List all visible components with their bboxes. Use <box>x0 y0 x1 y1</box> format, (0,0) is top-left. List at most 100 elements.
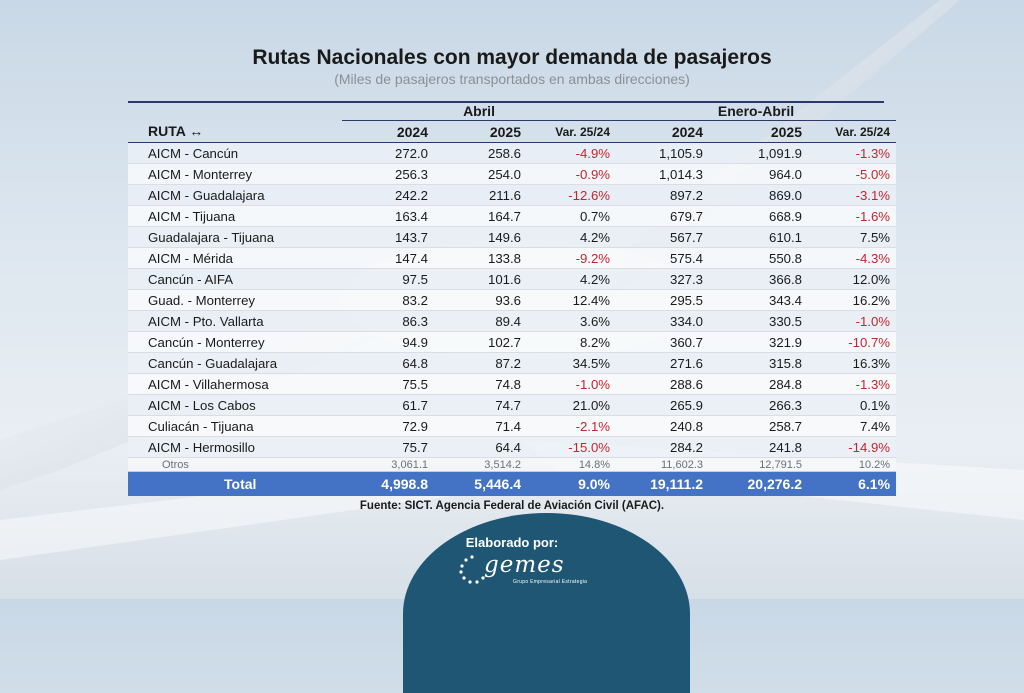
cell-ruta: Cancún - AIFA <box>128 268 342 290</box>
page-title: Rutas Nacionales con mayor demanda de pa… <box>252 46 772 69</box>
col-enero-abril-var: Var. 25/24 <box>808 120 897 143</box>
cell-enero-abril-2024: 360.7 <box>616 331 710 353</box>
cell-abril-2025: 64.4 <box>434 436 527 458</box>
col-enero-abril-2025: 2025 <box>709 120 809 143</box>
routes-table: Abril Enero-Abril RUTA ↔ 2024 2025 Var. … <box>128 101 897 496</box>
group-enero-abril: Enero-Abril <box>616 101 897 121</box>
cell-enero-abril-2025: 20,276.2 <box>709 471 809 496</box>
table-body: AICM - Cancún 272.0 258.6 -4.9% 1,105.9 1,091… <box>128 142 897 496</box>
cell-enero-abril-var: -1.3% <box>808 373 897 395</box>
cell-abril-2025: 74.8 <box>434 373 527 395</box>
cell-abril-2025: 133.8 <box>434 247 527 269</box>
cell-enero-abril-var: -5.0% <box>808 163 897 185</box>
cell-ruta: Cancún - Monterrey <box>128 331 342 353</box>
cell-enero-abril-var: -1.0% <box>808 310 897 332</box>
cell-abril-2025: 5,446.4 <box>434 471 527 496</box>
cell-abril-2024: 75.7 <box>342 436 434 458</box>
cell-abril-var: -2.1% <box>527 415 617 437</box>
table-row: Cancún - Monterrey 94.9 102.7 8.2% 360.7 321.… <box>128 331 897 353</box>
cell-enero-abril-var: -10.7% <box>808 331 897 353</box>
cell-enero-abril-2024: 284.2 <box>616 436 710 458</box>
cell-enero-abril-2025: 964.0 <box>709 163 809 185</box>
cell-enero-abril-2024: 288.6 <box>616 373 710 395</box>
cell-enero-abril-2025: 610.1 <box>709 226 809 248</box>
cell-enero-abril-2025: 12,791.5 <box>709 457 809 472</box>
cell-abril-var: 14.8% <box>527 457 617 472</box>
cell-abril-var: 21.0% <box>527 394 617 416</box>
cell-abril-2025: 102.7 <box>434 331 527 353</box>
cell-ruta: Guad. - Monterrey <box>128 289 342 311</box>
col-abril-2024: 2024 <box>342 120 434 143</box>
table-row: AICM - Pto. Vallarta 86.3 89.4 3.6% 334.0 330… <box>128 310 897 332</box>
logo-tagline: Grupo Empresarial Estrategia <box>513 579 588 585</box>
cell-abril-2024: 83.2 <box>342 289 434 311</box>
cell-enero-abril-2025: 315.8 <box>709 352 809 374</box>
cell-ruta: Otros <box>128 457 342 472</box>
cell-abril-2025: 89.4 <box>434 310 527 332</box>
cell-ruta: AICM - Cancún <box>128 142 342 164</box>
table-row: AICM - Tijuana 163.4 164.7 0.7% 679.7 668.9 -1… <box>128 205 897 227</box>
cell-abril-var: 4.2% <box>527 226 617 248</box>
cell-abril-2025: 74.7 <box>434 394 527 416</box>
cell-abril-var: 3.6% <box>527 310 617 332</box>
cell-ruta: AICM - Villahermosa <box>128 373 342 395</box>
group-header-row: Abril Enero-Abril <box>128 101 897 121</box>
cell-abril-var: 8.2% <box>527 331 617 353</box>
cell-enero-abril-2024: 295.5 <box>616 289 710 311</box>
cell-enero-abril-2025: 330.5 <box>709 310 809 332</box>
cell-enero-abril-2025: 343.4 <box>709 289 809 311</box>
cell-ruta: AICM - Pto. Vallarta <box>128 310 342 332</box>
cell-enero-abril-var: 16.2% <box>808 289 897 311</box>
table-row: AICM - Monterrey 256.3 254.0 -0.9% 1,014.3 96… <box>128 163 897 185</box>
cell-abril-var: -9.2% <box>527 247 617 269</box>
cell-abril-var: -4.9% <box>527 142 617 164</box>
cell-abril-var: 4.2% <box>527 268 617 290</box>
cell-ruta: Total <box>128 471 342 496</box>
cell-abril-2024: 61.7 <box>342 394 434 416</box>
cell-enero-abril-2024: 679.7 <box>616 205 710 227</box>
cell-abril-2025: 3,514.2 <box>434 457 527 472</box>
cell-abril-var: -1.0% <box>527 373 617 395</box>
cell-abril-var: -12.6% <box>527 184 617 206</box>
table-row: Cancún - AIFA 97.5 101.6 4.2% 327.3 366.8 12.0… <box>128 268 897 290</box>
cell-enero-abril-2024: 897.2 <box>616 184 710 206</box>
cell-abril-var: 9.0% <box>527 471 617 496</box>
cell-enero-abril-var: 7.5% <box>808 226 897 248</box>
page-subtitle: (Miles de pasajeros transportados en amb… <box>334 71 690 87</box>
cell-abril-2025: 149.6 <box>434 226 527 248</box>
cell-abril-2025: 93.6 <box>434 289 527 311</box>
cell-ruta: AICM - Tijuana <box>128 205 342 227</box>
cell-enero-abril-2024: 11,602.3 <box>616 457 710 472</box>
cell-enero-abril-var: 16.3% <box>808 352 897 374</box>
cell-ruta: Cancún - Guadalajara <box>128 352 342 374</box>
otros-row: Otros 3,061.1 3,514.2 14.8% 11,602.3 12,791.5… <box>128 457 897 472</box>
cell-abril-2025: 258.6 <box>434 142 527 164</box>
cell-ruta: AICM - Los Cabos <box>128 394 342 416</box>
cell-enero-abril-var: 10.2% <box>808 457 897 472</box>
cell-enero-abril-2025: 284.8 <box>709 373 809 395</box>
cell-enero-abril-var: 12.0% <box>808 268 897 290</box>
cell-ruta: AICM - Monterrey <box>128 163 342 185</box>
cell-enero-abril-2024: 327.3 <box>616 268 710 290</box>
logo-wordmark: gemes <box>484 552 565 578</box>
cell-enero-abril-2024: 567.7 <box>616 226 710 248</box>
col-abril-var: Var. 25/24 <box>527 120 617 143</box>
cell-enero-abril-2025: 1,091.9 <box>709 142 809 164</box>
cell-enero-abril-var: 7.4% <box>808 415 897 437</box>
cell-enero-abril-var: -1.6% <box>808 205 897 227</box>
table-row: Guadalajara - Tijuana 143.7 149.6 4.2% 567.7… <box>128 226 897 248</box>
cell-abril-var: -15.0% <box>527 436 617 458</box>
cell-abril-2024: 75.5 <box>342 373 434 395</box>
table-row: AICM - Guadalajara 242.2 211.6 -12.6% 897.2 8… <box>128 184 897 206</box>
gemes-logo-icon <box>459 555 485 584</box>
cell-enero-abril-2025: 258.7 <box>709 415 809 437</box>
cell-abril-2024: 163.4 <box>342 205 434 227</box>
cell-abril-2025: 101.6 <box>434 268 527 290</box>
table-row: Culiacán - Tijuana 72.9 71.4 -2.1% 240.8 258.… <box>128 415 897 437</box>
cell-ruta: Guadalajara - Tijuana <box>128 226 342 248</box>
cell-enero-abril-var: -3.1% <box>808 184 897 206</box>
cell-enero-abril-2024: 240.8 <box>616 415 710 437</box>
cell-abril-2024: 242.2 <box>342 184 434 206</box>
cell-enero-abril-2024: 271.6 <box>616 352 710 374</box>
cell-abril-2024: 147.4 <box>342 247 434 269</box>
